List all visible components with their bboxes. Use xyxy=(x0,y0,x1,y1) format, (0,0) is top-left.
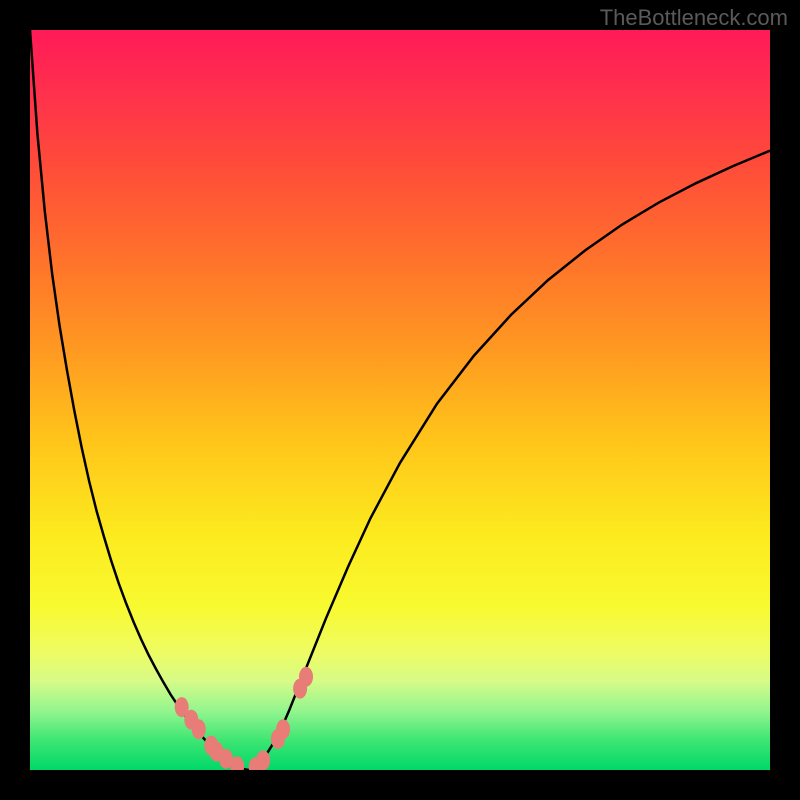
plot-area xyxy=(30,30,770,770)
marker-dot xyxy=(276,719,290,739)
marker-dot xyxy=(256,750,270,770)
marker-dot xyxy=(192,719,206,739)
curve-left xyxy=(30,30,248,770)
curve-right xyxy=(248,151,770,770)
watermark-text: TheBottleneck.com xyxy=(600,5,788,31)
marker-dots xyxy=(175,667,313,770)
chart-svg xyxy=(30,30,770,770)
marker-dot xyxy=(299,667,313,687)
